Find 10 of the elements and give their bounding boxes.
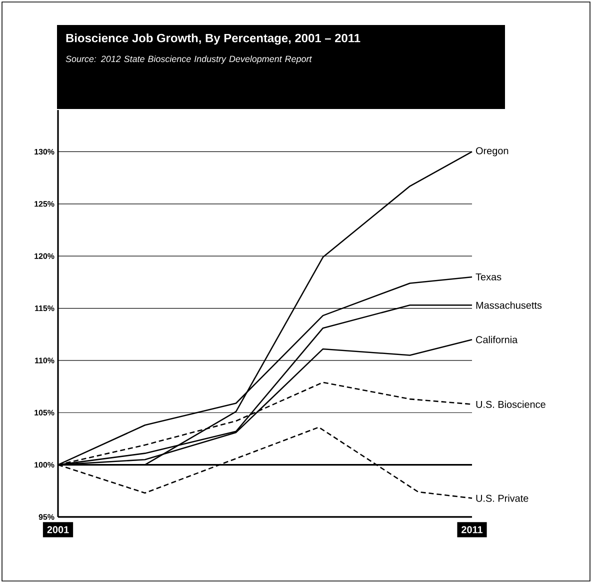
series-label: Massachusetts — [476, 301, 542, 309]
chart-title: Bioscience Job Growth, By Percentage, 2001 – 2011 — [66, 34, 360, 45]
series-label: Oregon — [476, 147, 508, 156]
series-label: Texas — [476, 273, 502, 280]
x-tick-label: 2011 — [462, 526, 483, 534]
series-label: California — [476, 336, 518, 344]
series-label: U.S. Bioscience — [476, 400, 546, 408]
source-note: Source: 2012 State Bioscience Industry Development Report — [66, 56, 312, 64]
series-label: U.S. Private — [476, 494, 528, 502]
x-tick-label: 2001 — [47, 526, 69, 534]
